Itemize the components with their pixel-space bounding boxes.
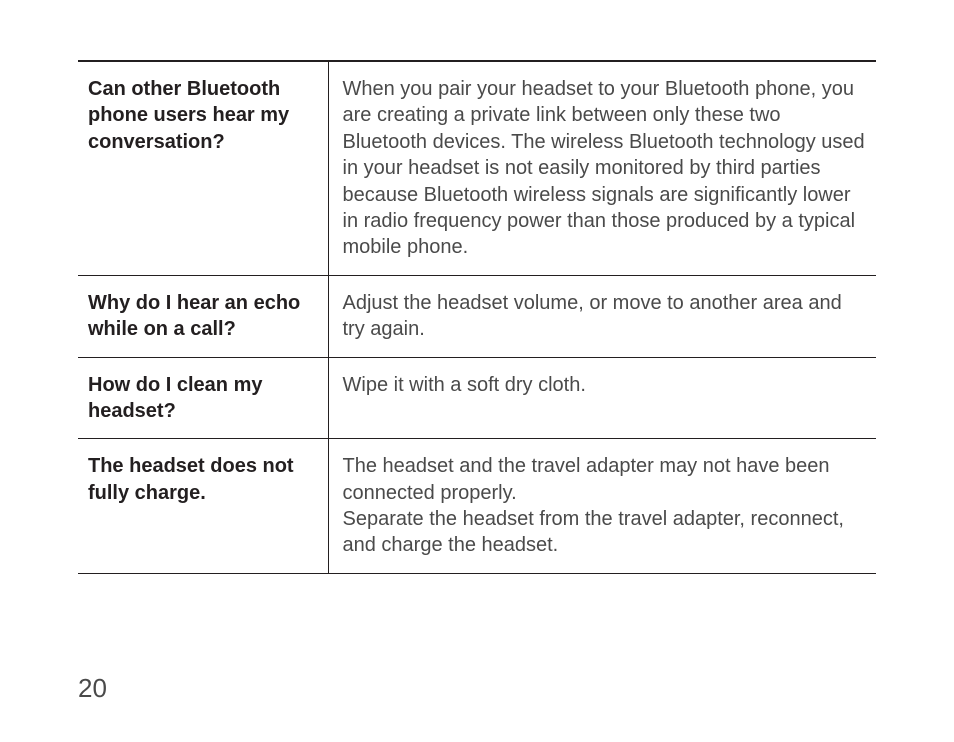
- table-row: The headset does not fully charge. The h…: [78, 439, 876, 574]
- faq-answer: Wipe it with a soft dry cloth.: [328, 357, 876, 439]
- table-row: How do I clean my headset? Wipe it with …: [78, 357, 876, 439]
- faq-answer: When you pair your headset to your Bluet…: [328, 61, 876, 275]
- faq-table-body: Can other Bluetooth phone users hear my …: [78, 61, 876, 573]
- faq-answer: Adjust the headset volume, or move to an…: [328, 275, 876, 357]
- faq-table: Can other Bluetooth phone users hear my …: [78, 60, 876, 574]
- faq-question: Can other Bluetooth phone users hear my …: [78, 61, 328, 275]
- faq-question: The headset does not fully charge.: [78, 439, 328, 574]
- document-page: Can other Bluetooth phone users hear my …: [0, 0, 954, 742]
- table-row: Why do I hear an echo while on a call? A…: [78, 275, 876, 357]
- faq-question: How do I clean my headset?: [78, 357, 328, 439]
- table-row: Can other Bluetooth phone users hear my …: [78, 61, 876, 275]
- faq-question: Why do I hear an echo while on a call?: [78, 275, 328, 357]
- page-number: 20: [78, 673, 107, 704]
- faq-answer: The headset and the travel adapter may n…: [328, 439, 876, 574]
